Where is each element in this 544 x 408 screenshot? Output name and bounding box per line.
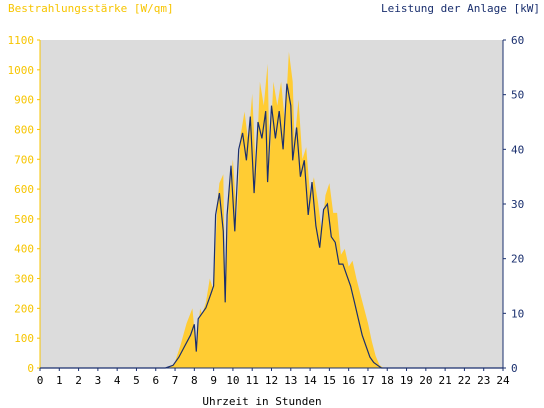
- irradiance-area: [40, 51, 503, 369]
- x-tick-label: 3: [95, 374, 102, 387]
- right-axis-title: Leistung der Anlage [kW]: [381, 2, 540, 15]
- right-tick-label: 60: [511, 34, 524, 47]
- x-tick-label: 2: [75, 374, 82, 387]
- x-tick-label: 5: [133, 374, 140, 387]
- left-tick-label: 0: [27, 362, 34, 375]
- right-tick-label: 20: [511, 253, 524, 266]
- left-tick-label: 800: [14, 123, 34, 136]
- x-tick-label: 10: [226, 374, 239, 387]
- x-axis-title: Uhrzeit in Stunden: [202, 395, 321, 408]
- x-tick-label: 6: [152, 374, 159, 387]
- x-tick-label: 21: [439, 374, 452, 387]
- x-tick-label: 12: [265, 374, 278, 387]
- x-tick-label: 16: [342, 374, 355, 387]
- left-tick-label: 700: [14, 153, 34, 166]
- x-tick-label: 9: [210, 374, 217, 387]
- x-tick-label: 22: [458, 374, 471, 387]
- left-tick-label: 200: [14, 302, 34, 315]
- right-tick-label: 30: [511, 198, 524, 211]
- x-tick-label: 15: [323, 374, 336, 387]
- left-tick-label: 400: [14, 243, 34, 256]
- x-tick-label: 13: [284, 374, 297, 387]
- right-tick-label: 10: [511, 307, 524, 320]
- x-tick-label: 14: [303, 374, 317, 387]
- x-tick-label: 23: [477, 374, 490, 387]
- x-tick-label: 7: [172, 374, 179, 387]
- left-axis-title: Bestrahlungsstärke [W/qm]: [8, 2, 174, 15]
- x-tick-label: 24: [496, 374, 510, 387]
- x-tick-label: 11: [246, 374, 259, 387]
- left-tick-label: 1100: [8, 34, 35, 47]
- left-tick-label: 300: [14, 273, 34, 286]
- x-tick-label: 20: [419, 374, 432, 387]
- x-tick-label: 17: [361, 374, 374, 387]
- x-tick-label: 18: [381, 374, 394, 387]
- left-tick-label: 100: [14, 332, 34, 345]
- left-tick-label: 600: [14, 183, 34, 196]
- right-tick-label: 40: [511, 143, 524, 156]
- left-tick-label: 1000: [8, 64, 35, 77]
- x-tick-label: 8: [191, 374, 198, 387]
- right-tick-label: 50: [511, 89, 524, 102]
- right-tick-label: 0: [511, 362, 518, 375]
- left-tick-label: 900: [14, 94, 34, 107]
- x-tick-label: 1: [56, 374, 63, 387]
- power-line: [40, 83, 503, 369]
- x-tick-label: 0: [37, 374, 44, 387]
- x-tick-label: 4: [114, 374, 121, 387]
- left-tick-label: 500: [14, 213, 34, 226]
- x-tick-label: 19: [400, 374, 413, 387]
